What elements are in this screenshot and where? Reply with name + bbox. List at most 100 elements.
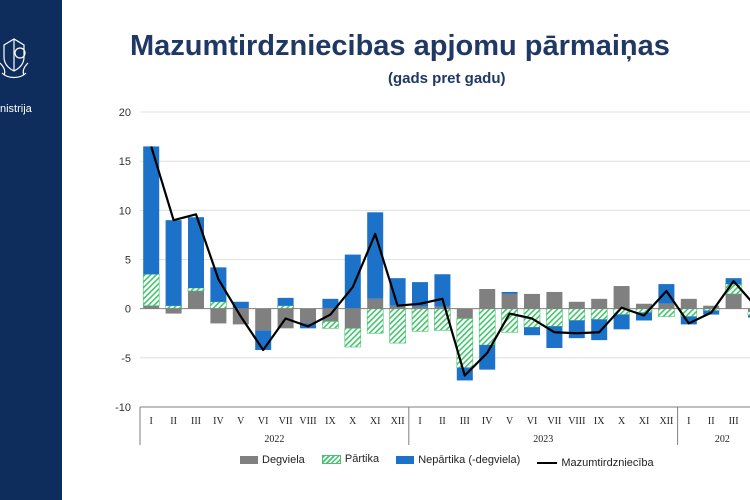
year-label: 202 [715, 434, 730, 445]
bar-fuel [143, 305, 160, 309]
x-tick-label: IV [482, 416, 493, 427]
bar-food [142, 273, 160, 307]
bar-food [344, 328, 362, 348]
x-tick-label: I [150, 416, 153, 427]
legend-label-total: Mazumtirdzniecība [561, 456, 654, 469]
bar-fuel [680, 298, 697, 309]
bar-fuel [165, 308, 182, 314]
x-tick-label: II [439, 416, 446, 427]
x-tick-label: X [349, 416, 357, 427]
ministry-logo-icon [0, 38, 29, 79]
bar-nonfood [344, 254, 361, 309]
bar-nonfood [165, 220, 182, 306]
x-tick-label: I [687, 416, 690, 427]
legend-swatch-fuel [240, 455, 258, 464]
bar-food [590, 308, 608, 320]
bar-nonfood [188, 217, 204, 289]
legend-label-nonfood: Nepārtika (-degviela) [418, 453, 521, 466]
y-tick-label: 0 [125, 304, 131, 316]
y-tick-label: 10 [119, 205, 131, 217]
bar-fuel [703, 305, 720, 309]
bar-food [210, 301, 227, 309]
x-tick-label: VI [258, 416, 269, 427]
bar-fuel [434, 306, 451, 309]
x-tick-label: IX [594, 416, 605, 427]
bar-fuel [613, 286, 630, 309]
bar-nonfood [591, 319, 608, 341]
bar-nonfood [143, 146, 160, 275]
x-tick-label: XII [391, 416, 405, 427]
x-tick-label: VI [527, 416, 538, 427]
x-tick-label: XII [659, 416, 673, 427]
bar-fuel [300, 308, 316, 324]
x-tick-label: II [170, 416, 177, 427]
bar-fuel [568, 301, 585, 309]
bar-nonfood [658, 284, 675, 304]
bar-nonfood [748, 315, 750, 318]
x-tick-label: VII [279, 416, 293, 427]
bar-fuel [658, 303, 675, 309]
bar-food [187, 287, 205, 292]
bar-nonfood [479, 345, 496, 370]
y-tick-label: -5 [121, 353, 131, 365]
chart-subtitle: (gads pret gadu) [388, 70, 506, 87]
bar-fuel [412, 306, 428, 309]
x-tick-label: XI [639, 416, 650, 427]
bar-nonfood [501, 291, 518, 294]
legend-swatch-food [321, 454, 341, 464]
legend-label-food: Pārtika [344, 453, 380, 465]
bar-nonfood [210, 267, 227, 302]
x-tick-label: IV [213, 416, 224, 427]
bar-nonfood [389, 278, 406, 306]
legend-item-nonfood: Nepārtika (-degviela) [396, 454, 520, 466]
bar-food [389, 308, 406, 344]
bar-fuel [255, 308, 272, 331]
bar-food [501, 308, 518, 333]
bar-fuel [748, 308, 750, 312]
bar-nonfood [232, 301, 249, 309]
x-tick-label: VII [547, 416, 561, 427]
chart-legend: Degviela Pārtika Nepārtika (-degviela) M… [240, 453, 668, 469]
legend-item-total: Mazumtirdzniecība [537, 456, 654, 469]
year-label: 2022 [264, 434, 284, 445]
ministry-name: nistrija [0, 103, 32, 115]
bar-nonfood [568, 320, 585, 339]
bar-fuel [367, 298, 384, 309]
legend-label-fuel: Degviela [262, 453, 305, 466]
y-tick-label: -10 [115, 402, 131, 414]
x-tick-label: II [708, 416, 715, 427]
bar-fuel [479, 289, 496, 309]
bar-food [546, 308, 563, 327]
legend-swatch-nonfood [396, 455, 415, 464]
legend-item-food: Pārtika [321, 453, 380, 465]
x-tick-label: V [506, 416, 514, 427]
bar-nonfood [322, 298, 339, 309]
bar-fuel [456, 308, 473, 319]
x-tick-label: III [729, 416, 739, 427]
bar-fuel [524, 293, 540, 309]
bar-fuel [546, 291, 563, 309]
bar-nonfood [277, 297, 294, 306]
bar-food [456, 318, 474, 368]
x-tick-label: IX [325, 416, 336, 427]
bar-food [411, 308, 429, 332]
year-label: 2023 [533, 434, 553, 445]
bar-fuel [344, 308, 361, 329]
bar-nonfood [367, 212, 384, 299]
bar-food [366, 308, 384, 334]
chart-title: Mazumtirdzniecibas apjomu pārmaiņas [130, 30, 670, 62]
bar-nonfood [412, 282, 428, 307]
x-tick-label: III [460, 416, 470, 427]
y-tick-label: 20 [119, 107, 131, 119]
x-tick-label: VIII [568, 416, 585, 427]
sidebar: nistrija [0, 0, 62, 500]
x-tick-label: X [618, 416, 626, 427]
bar-nonfood [613, 314, 630, 330]
line-total-retail [150, 146, 750, 377]
bar-fuel [501, 293, 518, 309]
bar-fuel [210, 308, 227, 324]
x-tick-label: VIII [299, 416, 316, 427]
x-tick-label: V [237, 416, 245, 427]
bar-food [568, 308, 586, 321]
